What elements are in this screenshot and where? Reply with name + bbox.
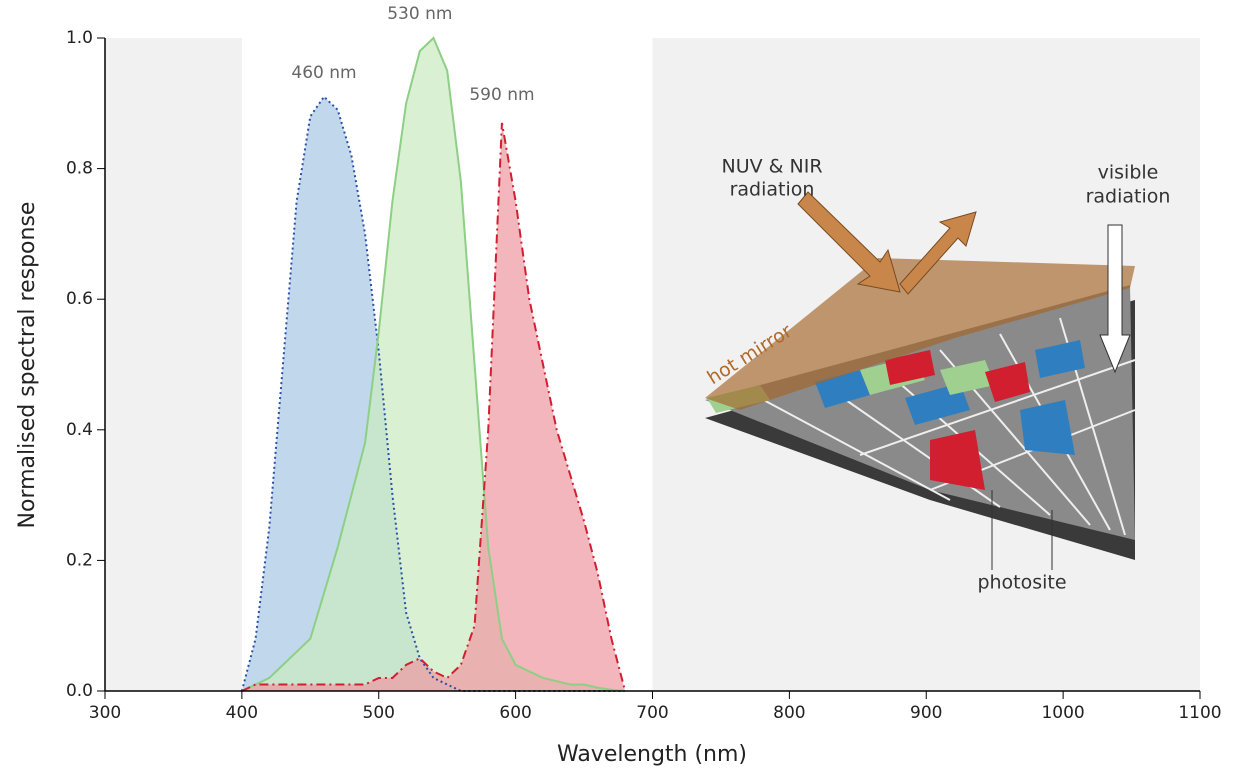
plot [242, 38, 625, 691]
y-tick-label: 0.4 [66, 420, 93, 440]
chart: Wavelength (nm) Normalised spectral resp… [0, 0, 1239, 774]
x-tick-label: 1100 [1178, 703, 1221, 723]
y-tick-label: 1.0 [66, 28, 93, 48]
x-tick-label: 1000 [1041, 703, 1084, 723]
annotation: visible [1098, 162, 1159, 184]
shaded-range [105, 38, 242, 691]
x-tick-label: 400 [226, 703, 258, 723]
annotation: radiation [1086, 186, 1171, 208]
x-tick-label: 600 [499, 703, 531, 723]
y-tick-label: 0.8 [66, 159, 93, 179]
x-tick-label: 300 [89, 703, 121, 723]
x-tick-label: 900 [910, 703, 942, 723]
x-axis-title: Wavelength (nm) [557, 742, 747, 767]
x-tick-label: 700 [636, 703, 668, 723]
annotation: radiation [730, 179, 815, 201]
y-tick-label: 0.6 [66, 289, 93, 309]
annotation: photosite [977, 572, 1066, 594]
peak-label: 460 nm [291, 63, 356, 83]
peak-label: 590 nm [469, 85, 534, 105]
y-axis-title: Normalised spectral response [15, 202, 40, 529]
y-tick-label: 0.2 [66, 550, 93, 570]
y-tick-label: 0.0 [66, 681, 93, 701]
annotation: NUV & NIR [721, 156, 822, 178]
x-tick-label: 800 [773, 703, 805, 723]
peak-label: 530 nm [387, 4, 452, 24]
x-tick-label: 500 [363, 703, 395, 723]
